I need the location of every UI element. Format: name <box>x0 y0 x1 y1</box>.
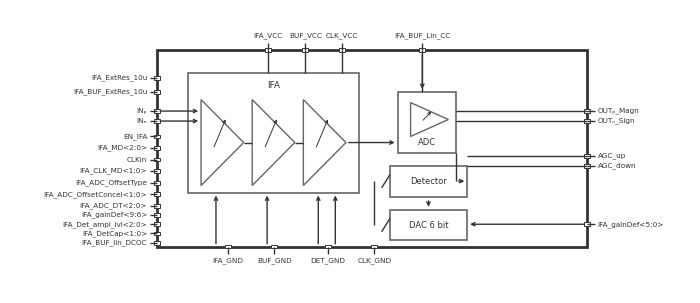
Bar <box>339 48 344 52</box>
Bar <box>302 48 308 52</box>
Text: EN_IFA: EN_IFA <box>122 133 147 140</box>
Text: IFA: IFA <box>267 81 280 90</box>
Bar <box>325 245 331 248</box>
Text: ADC: ADC <box>417 138 435 147</box>
Text: IFA_gainDef<5:0>: IFA_gainDef<5:0> <box>598 221 664 228</box>
Text: IFA_VCC: IFA_VCC <box>253 33 283 39</box>
Text: IFA_CLK_MD<1:0>: IFA_CLK_MD<1:0> <box>80 168 147 175</box>
Bar <box>154 119 160 123</box>
Bar <box>584 164 590 168</box>
Bar <box>154 76 160 80</box>
Text: IFA_ADC_DT<2:0>: IFA_ADC_DT<2:0> <box>80 202 147 209</box>
Bar <box>154 109 160 113</box>
Text: IFA_gainDef<9:6>: IFA_gainDef<9:6> <box>80 211 147 218</box>
Text: IFA_ADC_OffsetType: IFA_ADC_OffsetType <box>76 179 147 186</box>
Text: Detector: Detector <box>410 177 447 186</box>
Text: BUF_GND: BUF_GND <box>257 257 292 264</box>
Bar <box>154 192 160 196</box>
Bar <box>154 158 160 161</box>
Bar <box>154 231 160 235</box>
Text: INₙ: INₙ <box>136 118 147 124</box>
Text: IFA_BUF_ExtRes_10u: IFA_BUF_ExtRes_10u <box>73 88 147 95</box>
Text: OUTₚ_Magn: OUTₚ_Magn <box>598 108 639 115</box>
Bar <box>271 245 277 248</box>
Text: IFA_DetCap<1:0>: IFA_DetCap<1:0> <box>82 230 147 237</box>
Text: DAC 6 bit: DAC 6 bit <box>409 221 448 229</box>
Bar <box>154 146 160 150</box>
Text: OUTₙ_Sign: OUTₙ_Sign <box>598 118 635 125</box>
Bar <box>154 181 160 185</box>
Bar <box>154 204 160 208</box>
Text: CLKin: CLKin <box>127 157 147 163</box>
Text: IFA_BUF_lin_DCOC: IFA_BUF_lin_DCOC <box>82 239 147 246</box>
Bar <box>419 48 426 52</box>
Bar <box>154 135 160 138</box>
Bar <box>584 222 590 226</box>
Bar <box>371 245 377 248</box>
Text: IFA_ADC_OffsetConcel<1:0>: IFA_ADC_OffsetConcel<1:0> <box>43 191 147 198</box>
Text: IFA_BUF_Lin_CC: IFA_BUF_Lin_CC <box>394 33 451 39</box>
Bar <box>390 166 468 197</box>
Text: DET_GND: DET_GND <box>310 257 345 264</box>
Bar <box>225 245 231 248</box>
Bar <box>154 241 160 245</box>
Bar <box>154 222 160 226</box>
Text: AGC_down: AGC_down <box>598 162 636 169</box>
Bar <box>265 48 271 52</box>
Bar <box>154 90 160 94</box>
Bar <box>584 109 590 113</box>
Text: IFA_ExtRes_10u: IFA_ExtRes_10u <box>91 75 147 81</box>
Bar <box>158 50 587 247</box>
Bar <box>390 210 468 240</box>
Text: INₚ: INₚ <box>136 108 147 114</box>
Text: CLK_GND: CLK_GND <box>357 257 391 264</box>
Text: BUF_VCC: BUF_VCC <box>289 33 322 39</box>
Text: IFA_Det_ampl_lvl<2:0>: IFA_Det_ampl_lvl<2:0> <box>62 221 147 228</box>
Bar <box>584 154 590 158</box>
Bar <box>188 73 358 193</box>
Text: CLK_VCC: CLK_VCC <box>326 33 358 39</box>
Bar <box>398 92 456 153</box>
Text: IFA_GND: IFA_GND <box>212 257 244 264</box>
Text: IFA_MD<2:0>: IFA_MD<2:0> <box>97 145 147 152</box>
Bar <box>584 119 590 123</box>
Bar <box>154 213 160 217</box>
Bar <box>154 169 160 173</box>
Text: AGC_up: AGC_up <box>598 152 626 159</box>
